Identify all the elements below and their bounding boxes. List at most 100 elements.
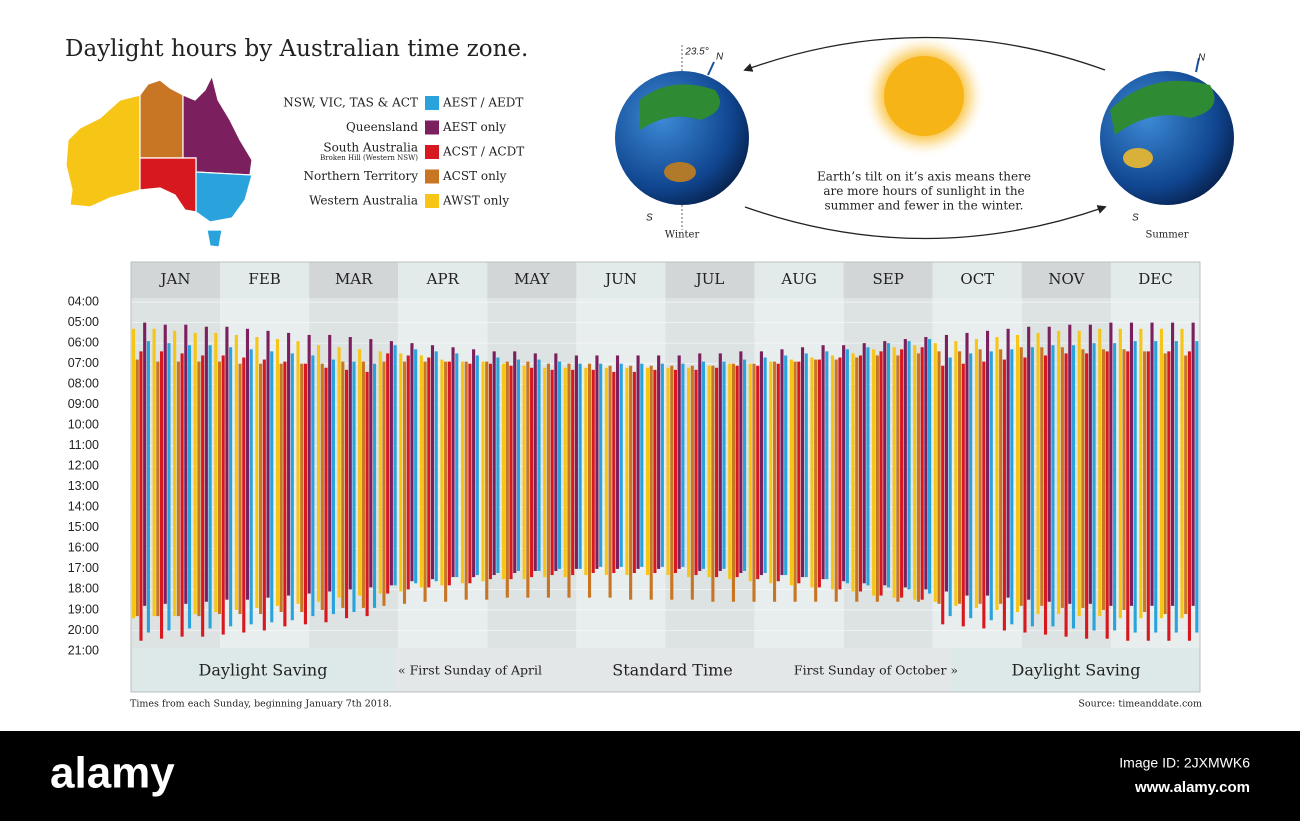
daylight-bar — [640, 363, 644, 567]
daylight-bar — [718, 353, 722, 571]
daylight-bar — [255, 336, 259, 608]
daylight-bar — [1118, 328, 1122, 619]
month-label: JUL — [694, 270, 725, 288]
daylight-bar — [1126, 351, 1130, 641]
daylight-bar — [283, 361, 287, 627]
daylight-bar — [1133, 341, 1137, 633]
daylight-bar — [464, 361, 468, 600]
daylight-bar — [427, 357, 431, 588]
daylight-bar — [995, 336, 999, 610]
legend-swatch — [425, 120, 439, 135]
caption-line: are more hours of sunlight in the — [823, 184, 1024, 198]
daylight-bar — [711, 365, 715, 602]
daylight-bar — [584, 367, 588, 576]
daylight-bar — [1002, 359, 1006, 631]
daylight-bar — [862, 343, 866, 584]
daylight-bar — [341, 361, 345, 608]
daylight-bar — [430, 345, 435, 580]
legend-region: Northern Territory — [304, 169, 419, 183]
daylight-bar — [810, 357, 814, 588]
legend-label: ACST only — [442, 169, 507, 183]
daylight-bar — [604, 367, 608, 576]
daylight-bar — [743, 359, 747, 571]
daylight-bar — [502, 363, 506, 580]
daylight-bar — [217, 361, 222, 615]
y-tick-label: 10:00 — [68, 418, 99, 432]
daylight-bar — [1092, 343, 1096, 631]
y-tick-label: 04:00 — [68, 294, 99, 308]
daylight-bar — [989, 351, 993, 621]
daylight-bar — [204, 326, 208, 602]
daylight-bar — [1098, 328, 1102, 617]
daylight-bar — [670, 365, 674, 600]
daylight-bar — [789, 359, 793, 586]
daylight-bar — [722, 361, 726, 569]
y-tick-label: 15:00 — [68, 520, 99, 534]
daylight-bar — [1150, 322, 1154, 606]
daylight-bar — [1077, 330, 1081, 617]
daylight-bar — [481, 361, 485, 582]
month-header — [487, 262, 577, 298]
month-header — [1110, 262, 1200, 298]
winter-label: Winter — [665, 230, 700, 241]
daylight-bar — [287, 332, 291, 596]
daylight-bar — [214, 332, 218, 613]
daylight-bar — [184, 324, 188, 604]
y-tick-label: 07:00 — [68, 356, 99, 370]
daylight-bar — [193, 332, 197, 615]
daylight-bar — [694, 369, 698, 576]
watermark-id: Image ID: 2JXMWK6 — [1119, 755, 1250, 771]
daylight-bar — [907, 341, 911, 590]
daylight-bar — [814, 359, 818, 602]
daylight-bar — [173, 330, 177, 617]
y-tick-label: 20:00 — [68, 623, 99, 637]
daylight-bar — [259, 363, 263, 615]
daylight-bar — [845, 349, 849, 584]
daylight-bar — [303, 363, 307, 625]
daylight-bar — [1081, 349, 1085, 608]
month-header — [131, 262, 221, 298]
daylight-bar — [328, 334, 332, 592]
daylight-bar — [393, 345, 397, 586]
daylight-bar — [472, 349, 476, 578]
daylight-bar — [558, 361, 562, 569]
month-header — [1021, 262, 1111, 298]
daylight-bar — [414, 349, 418, 584]
daylight-bar — [615, 355, 620, 569]
daylight-bar — [543, 367, 547, 578]
daylight-bar — [773, 361, 777, 602]
daylight-bar — [1195, 341, 1199, 633]
daylight-bar — [715, 367, 719, 578]
daylight-bar — [337, 347, 341, 598]
month-header — [309, 262, 399, 298]
daylight-bar — [270, 351, 274, 623]
map-sa — [139, 157, 197, 213]
daylight-bar — [225, 326, 229, 600]
daylight-bar — [1143, 351, 1147, 613]
south-label: S — [646, 213, 653, 224]
daylight-bar — [903, 339, 907, 588]
daylight-bar — [386, 353, 390, 594]
season-band — [395, 648, 545, 692]
daylight-bar — [965, 332, 969, 596]
y-tick-label: 08:00 — [68, 376, 99, 390]
daylight-bar — [707, 365, 711, 578]
daylight-bar — [563, 367, 567, 578]
daylight-bar — [331, 359, 335, 615]
daylight-bar — [748, 363, 752, 582]
daylight-bar — [571, 369, 575, 576]
daylight-bar — [300, 363, 304, 613]
daylight-bar — [1174, 341, 1178, 633]
daylight-bar — [372, 363, 377, 608]
title: Daylight hours by Australian time zone. — [65, 36, 528, 62]
daylight-bar — [851, 353, 855, 592]
daylight-bar — [1154, 341, 1158, 633]
daylight-bar — [550, 369, 554, 576]
daylight-bar — [608, 365, 612, 598]
y-tick-label: 18:00 — [68, 582, 99, 596]
daylight-bar — [249, 349, 253, 625]
daylight-bar — [348, 336, 352, 590]
daylight-bar — [941, 365, 945, 625]
daylight-bar — [1051, 345, 1055, 627]
